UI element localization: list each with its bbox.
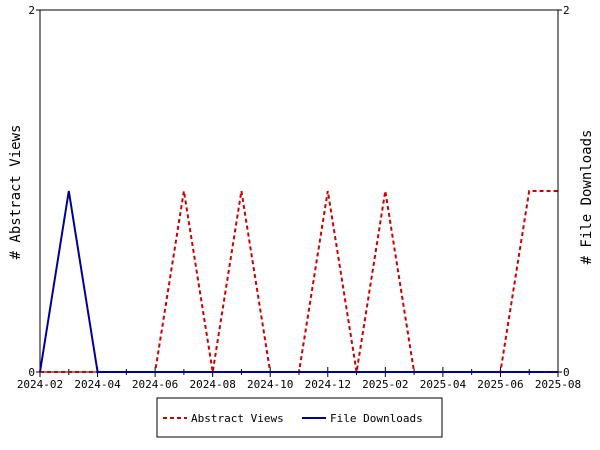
series-line-file-downloads — [39, 190, 558, 373]
y-tick-right-top: 2 — [563, 4, 570, 17]
y-tick-left-bottom: 0 — [28, 366, 35, 379]
x-tick-labels: 2024-02 2024-04 2024-06 2024-08 2024-10 2024-… — [17, 378, 581, 391]
x-tick-label: 2024-06 — [132, 378, 178, 391]
x-tick-label: 2025-02 — [362, 378, 408, 391]
y-axis-title-left: # Abstract Views — [8, 125, 24, 260]
legend-label-abstract-views: Abstract Views — [191, 412, 284, 425]
y-tick-right-bottom: 0 — [563, 366, 570, 379]
x-tick-label: 2024-02 — [17, 378, 63, 391]
x-tick-label: 2024-12 — [305, 378, 351, 391]
x-tick-label: 2025-04 — [420, 378, 467, 391]
x-tick-label: 2024-04 — [74, 378, 121, 391]
plot-frame — [39, 9, 559, 373]
x-tick-label: 2025-06 — [477, 378, 523, 391]
legend: Abstract Views File Downloads — [156, 397, 443, 438]
y-tick-left-top: 2 — [28, 4, 35, 17]
x-tick-label: 2024-08 — [189, 378, 235, 391]
legend-box — [156, 397, 443, 438]
x-tick-label: 2024-10 — [247, 378, 293, 391]
series-line-abstract-views — [40, 190, 558, 373]
series-layer — [39, 190, 558, 373]
y-axis-title-right: # File Downloads — [579, 130, 595, 265]
axis-ticks — [36, 9, 562, 377]
x-tick-label: 2025-08 — [535, 378, 581, 391]
legend-label-file-downloads: File Downloads — [330, 412, 423, 425]
